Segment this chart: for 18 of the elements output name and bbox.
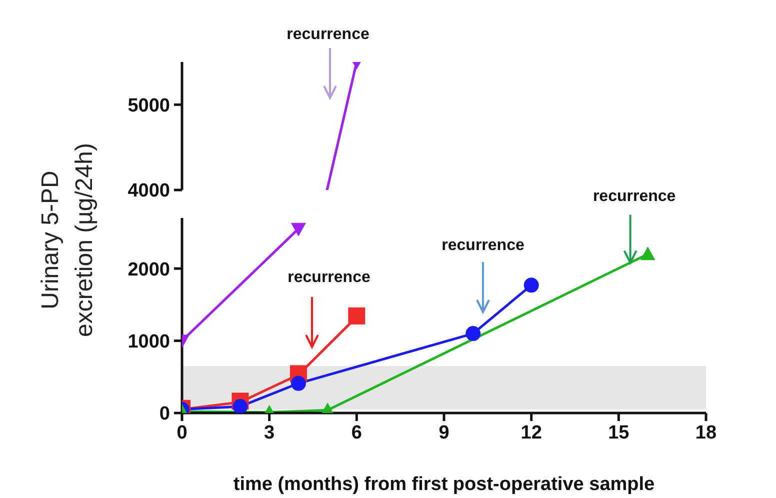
y-tick-label: 5000 [128,95,170,116]
y-tick-label: 0 [159,404,170,425]
annotation: recurrence [288,269,370,286]
y-tick-label: 4000 [128,180,170,202]
y-tick-label: 2000 [128,259,170,280]
annotation: recurrence [592,188,676,205]
x-tick-label: 12 [520,422,542,444]
x-tick-label: 15 [608,422,630,444]
x-tick-label: 6 [351,422,362,444]
x-axis-title: time (months) from first post-operative sample [233,474,655,495]
y-tick-label: 1000 [128,332,170,353]
x-tick-label: 18 [695,422,717,444]
x-tick-label: 3 [264,422,275,444]
y-axis-title: Urinary 5-PD excretion (µg/24h) [37,143,98,337]
x-tick-label: 9 [438,422,450,444]
text: recurrence [286,26,370,43]
annotation: recurrence [442,237,524,254]
x-tick-label: 0 [176,422,188,444]
